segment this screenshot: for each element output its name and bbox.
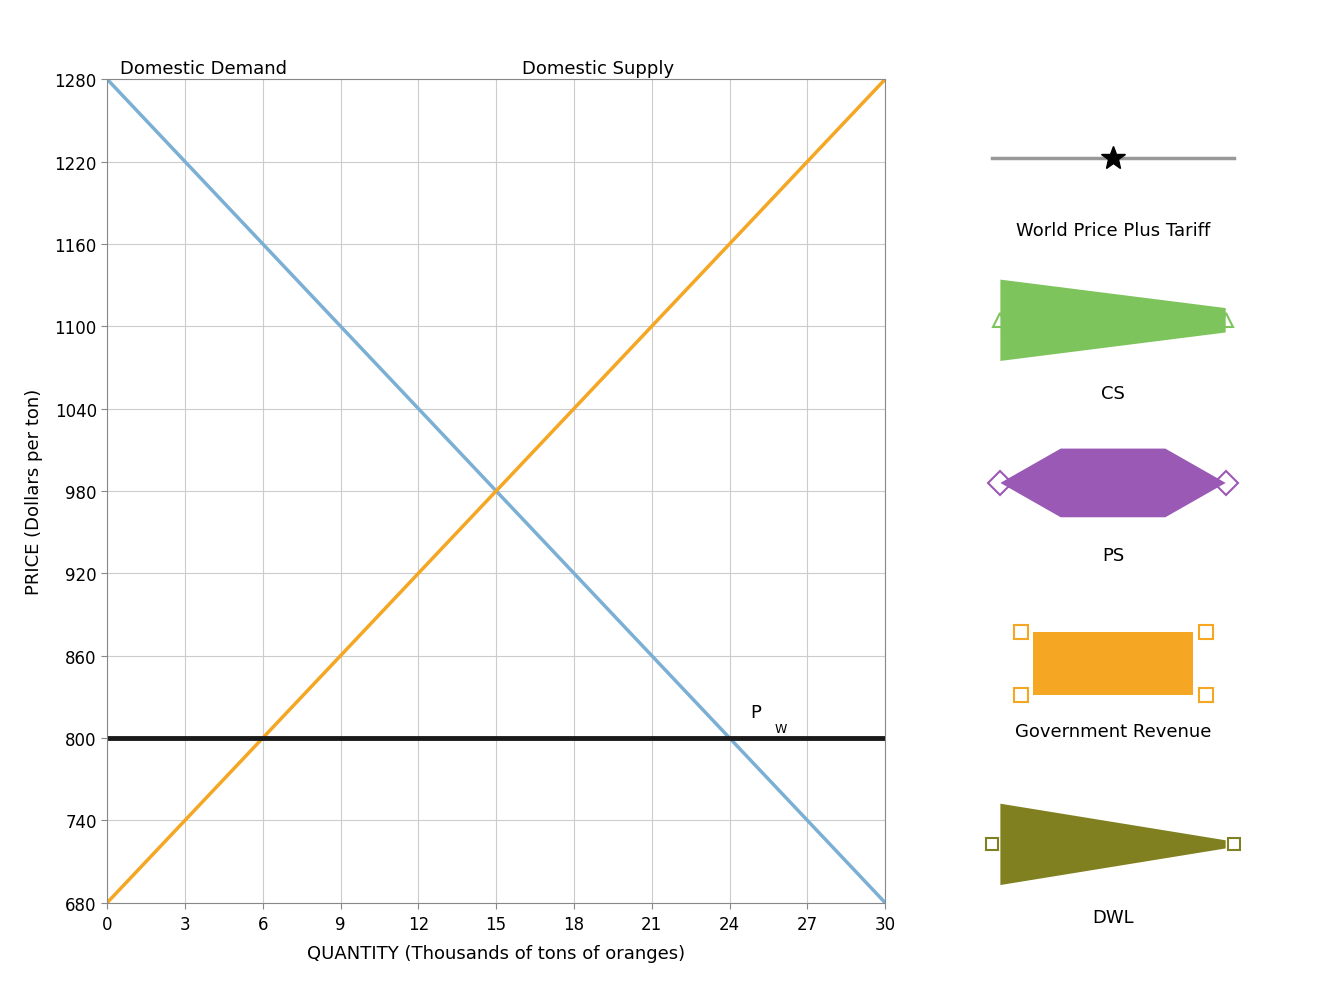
Text: Government Revenue: Government Revenue: [1015, 722, 1211, 740]
Text: Domestic Supply: Domestic Supply: [522, 59, 675, 77]
Polygon shape: [1000, 804, 1226, 885]
Y-axis label: PRICE (Dollars per ton): PRICE (Dollars per ton): [25, 388, 43, 595]
Text: P: P: [750, 704, 762, 722]
Text: DWL: DWL: [1092, 908, 1134, 926]
X-axis label: QUANTITY (Thousands of tons of oranges): QUANTITY (Thousands of tons of oranges): [307, 944, 685, 962]
Text: Domestic Demand: Domestic Demand: [121, 59, 287, 77]
Text: World Price Plus Tariff: World Price Plus Tariff: [1016, 222, 1210, 240]
Text: W: W: [775, 722, 787, 735]
Bar: [1033, 632, 1193, 696]
Text: PS: PS: [1102, 547, 1124, 565]
Polygon shape: [1000, 449, 1226, 518]
Text: CS: CS: [1101, 384, 1125, 402]
Polygon shape: [1000, 280, 1226, 361]
